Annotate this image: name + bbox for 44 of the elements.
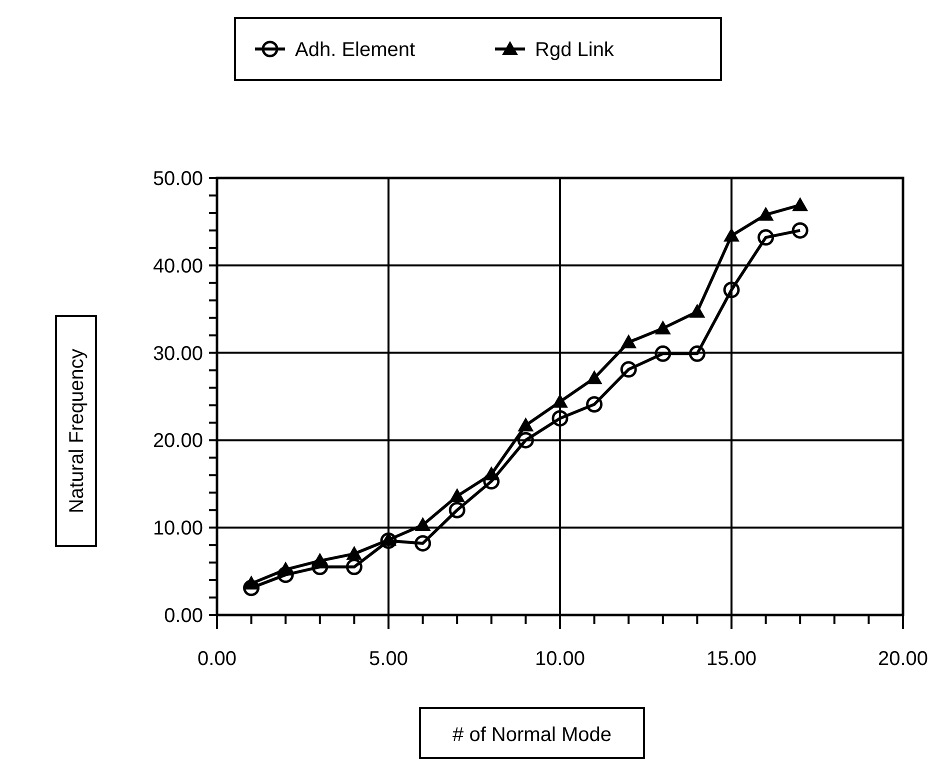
point <box>689 304 706 318</box>
point <box>414 535 432 552</box>
point <box>517 432 534 448</box>
point <box>518 417 534 432</box>
point <box>346 558 362 576</box>
point <box>277 566 294 584</box>
point <box>552 394 568 408</box>
point <box>723 282 740 298</box>
point <box>346 546 362 560</box>
x-tick-label: 10.00 <box>534 648 586 670</box>
y-tick-label: 30.00 <box>152 342 203 365</box>
point <box>654 320 671 334</box>
point <box>586 370 602 384</box>
point <box>758 229 774 246</box>
point <box>380 532 397 549</box>
y-tick-label: 0.00 <box>164 605 203 627</box>
x-tick-label: 20.00 <box>878 648 928 670</box>
x-tick-label: 5.00 <box>369 648 408 670</box>
legend-label: Rgd Link <box>535 39 615 61</box>
y-tick-label: 20.00 <box>152 430 203 452</box>
point <box>448 502 466 518</box>
y-axis-title: Natural Frequency <box>66 348 88 514</box>
point <box>414 516 431 531</box>
point <box>243 580 260 596</box>
x-tick-label: 15.00 <box>706 648 757 670</box>
point <box>758 206 774 221</box>
y-tick-label: 50.00 <box>152 168 203 190</box>
point <box>724 228 740 242</box>
legend-label: Adh. Element <box>295 39 416 61</box>
point <box>792 197 808 212</box>
point <box>552 410 568 427</box>
y-tick-label: 40.00 <box>152 255 203 278</box>
point <box>654 345 672 362</box>
point <box>620 334 637 348</box>
point <box>312 558 328 576</box>
point <box>483 473 500 490</box>
point <box>688 345 706 362</box>
point <box>792 222 808 239</box>
x-tick-label: 0.00 <box>198 648 236 670</box>
point <box>620 361 637 378</box>
point <box>586 396 603 413</box>
y-tick-label: 10.00 <box>152 518 203 540</box>
point <box>449 488 466 502</box>
x-axis-title: # of Normal Mode <box>452 724 612 746</box>
